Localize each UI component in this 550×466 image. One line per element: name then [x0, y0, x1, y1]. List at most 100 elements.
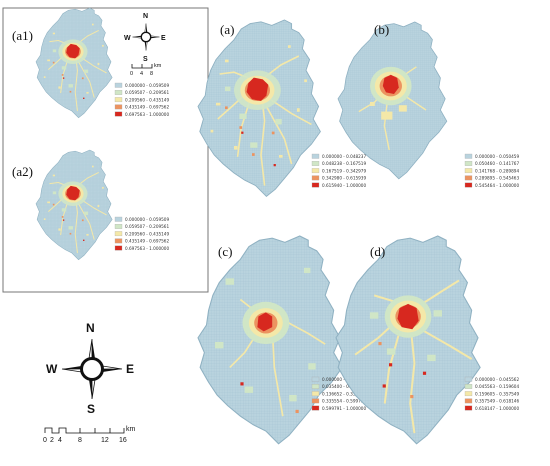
legend-label: 0.050460 - 0.141767 [475, 161, 519, 166]
legend-swatch [311, 405, 320, 411]
scale-large-unit: km [126, 426, 136, 433]
legend-swatch [114, 97, 123, 103]
scale-large-4: 4 [58, 437, 62, 444]
panel-a: (a) 0.000000 - 0.048237 0.048238 - 0.1675… [198, 20, 366, 196]
compass-small-s: S [143, 56, 148, 63]
legend-swatch [464, 161, 473, 166]
legend-label: 0.599791 - 1.000000 [322, 406, 366, 411]
north-arrow-large [61, 338, 123, 400]
legend-label: 0.209560 - 0.435149 [125, 231, 169, 236]
legend-swatch [311, 161, 320, 166]
legend-label: 0.618147 - 1.000000 [475, 406, 519, 411]
panel-a2: (a2) 0.000000 - 0.059509 0.059507 - 0.209… [12, 150, 169, 260]
legend-swatch [114, 90, 123, 95]
legend-label: 0.000000 - 0.059509 [125, 83, 169, 88]
inset-frame [2, 7, 209, 293]
legend-label: 0.342980 - 0.615939 [322, 176, 366, 181]
legend-label: 0.000000 - 0.045562 [475, 377, 519, 382]
scale-bar-large: 0 2 4 8 12 16 km [43, 426, 136, 444]
legend-label: 0.167519 - 0.342979 [322, 168, 366, 173]
compass-small-e: E [161, 35, 166, 42]
legend-d: 0.000000 - 0.045562 0.045563 - 0.159604 0.… [464, 376, 519, 411]
legend-swatch [114, 216, 123, 222]
map-a1 [36, 8, 112, 118]
legend-label: 0.545464 - 1.000000 [475, 183, 519, 188]
map-a2 [36, 150, 112, 260]
legend-label: 0.615940 - 1.000000 [322, 183, 366, 188]
compass-large-n: N [86, 321, 95, 335]
legend-swatch [311, 153, 320, 159]
legend-c: 0.000000 - 0.035399 0.035400 - 0.136651 0.… [311, 376, 366, 411]
legend-label: 0.000000 - 0.048237 [322, 154, 366, 159]
legend-label: 0.435149 - 0.697562 [125, 105, 169, 110]
legend-label: 0.000000 - 0.050459 [475, 154, 519, 159]
map-a [198, 20, 320, 196]
map-c [198, 236, 342, 444]
legend-swatch [464, 391, 473, 397]
scale-large-12: 12 [101, 437, 109, 444]
legend-a: 0.000000 - 0.048237 0.048238 - 0.167519 0.… [311, 153, 366, 188]
legend-swatch [464, 405, 473, 411]
panel-label-c: (c) [218, 244, 232, 259]
legend-label: 0.059507 - 0.209561 [125, 224, 169, 229]
legend-swatch [464, 175, 473, 181]
legend-swatch [311, 182, 320, 188]
compass-small-w: W [124, 35, 131, 42]
scale-small-8: 8 [150, 71, 153, 77]
legend-swatch [464, 398, 473, 404]
legend-label: 0.357549 - 0.618146 [475, 399, 519, 404]
panel-label-b: (b) [374, 22, 389, 37]
panel-label-a1: (a1) [12, 28, 33, 43]
legend-swatch [311, 168, 320, 174]
scale-large-8: 8 [78, 437, 82, 444]
compass-large-e: E [126, 362, 134, 376]
panel-d: (d) 0.000000 - 0.045562 0.045563 - 0.1596… [336, 236, 519, 444]
legend-swatch [114, 245, 123, 251]
legend-swatch [311, 175, 320, 181]
panel-c: (c) 0.000000 - 0.035399 0.035400 - 0.1366… [198, 236, 366, 444]
legend-label: 0.209560 - 0.435149 [125, 97, 169, 102]
legend-swatch [464, 168, 473, 174]
legend-a2: 0.000000 - 0.059509 0.059507 - 0.209561 0.… [114, 216, 169, 251]
panel-label-a: (a) [220, 22, 234, 37]
legend-swatch [464, 153, 473, 159]
legend-swatch [114, 104, 123, 110]
legend-swatch [311, 384, 320, 389]
legend-b: 0.000000 - 0.050459 0.050460 - 0.141767 0.… [464, 153, 519, 188]
legend-swatch [114, 224, 123, 229]
legend-label: 0.435149 - 0.697562 [125, 239, 169, 244]
legend-swatch [114, 231, 123, 237]
scale-bar-small: 0 4 8 km [130, 63, 162, 77]
scale-small-4: 4 [140, 71, 143, 77]
legend-swatch [114, 111, 123, 117]
legend-label: 0.335554 - 0.599790 [322, 399, 366, 404]
compass-large-s: S [87, 402, 95, 416]
legend-label: 0.697563 - 1.000000 [125, 112, 169, 117]
compass-large-w: W [46, 362, 58, 376]
compass-small-n: N [143, 13, 148, 20]
map-d [336, 236, 480, 444]
legend-label: 0.059507 - 0.209561 [125, 90, 169, 95]
legend-swatch [464, 376, 473, 382]
scale-small-0: 0 [130, 71, 133, 77]
panel-b: (b) 0.000000 - 0.050459 0.050460 - 0.1417… [338, 22, 519, 188]
scale-small-unit: km [154, 63, 162, 69]
legend-label: 0.035400 - 0.136651 [322, 384, 366, 389]
legend-a1: 0.000000 - 0.059509 0.059507 - 0.209561 0.… [114, 82, 169, 117]
legend-label: 0.000000 - 0.059509 [125, 217, 169, 222]
legend-label: 0.141768 - 0.289894 [475, 168, 519, 173]
legend-swatch [311, 376, 320, 382]
legend-label: 0.159605 - 0.357549 [475, 391, 519, 396]
panel-a1: (a1) 0.000000 - 0.059509 0.059507 - 0.209… [12, 8, 169, 118]
scale-large-2: 2 [50, 437, 54, 444]
scale-large-16: 16 [119, 437, 127, 444]
legend-swatch [464, 182, 473, 188]
legend-swatch [114, 238, 123, 244]
panel-label-d: (d) [370, 244, 385, 259]
legend-swatch [114, 82, 123, 88]
legend-label: 0.289895 - 0.545463 [475, 176, 519, 181]
legend-label: 0.000000 - 0.035399 [322, 377, 366, 382]
panel-label-a2: (a2) [12, 164, 33, 179]
north-arrow-small [132, 23, 160, 51]
